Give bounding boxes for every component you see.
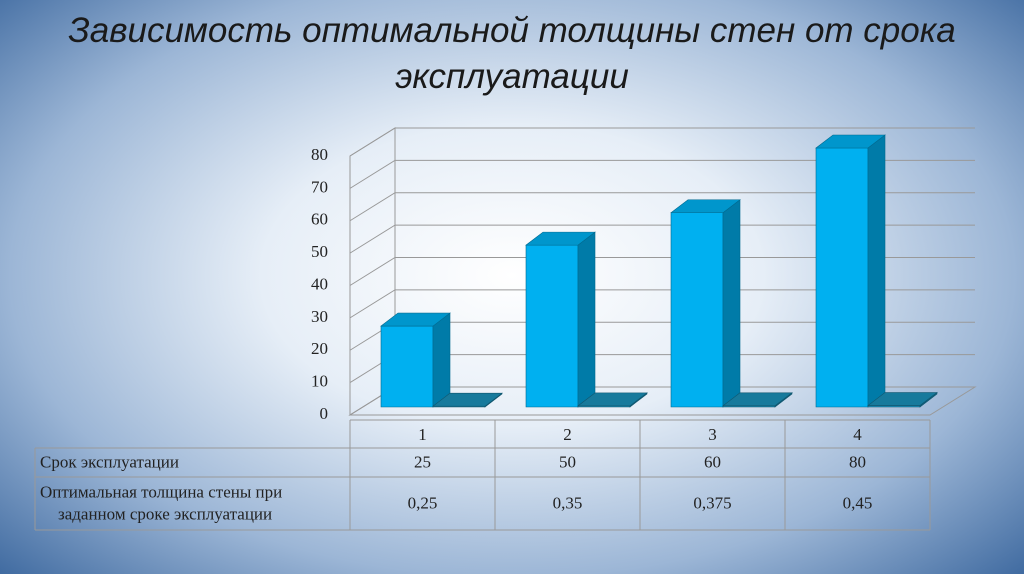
bar [815,134,886,408]
bar [432,392,503,408]
y-tick-label: 0 [320,404,329,423]
x-tick-label: 3 [708,425,717,444]
bar [867,391,938,408]
y-tick-label: 70 [311,177,328,196]
table-cell: 60 [704,452,721,471]
legend-entry: Оптимальная толщина стены при заданном ср… [40,482,282,523]
table-cell: 50 [559,452,576,471]
bar-top [577,392,648,407]
bar [525,231,596,408]
bar-top [722,392,793,407]
y-tick-label: 20 [311,339,328,358]
y-tick-label: 10 [311,372,328,391]
y-tick-label: 30 [311,307,328,326]
table-cell: 0,25 [408,493,438,512]
grid-line [349,192,975,222]
table-cell: 80 [849,452,866,471]
x-tick-label: 2 [563,425,572,444]
y-tick-label: 80 [311,145,328,164]
grid-line [349,289,975,319]
bar-side [867,134,886,408]
bar-top [815,134,886,149]
grid-line [349,224,975,254]
bar-top [670,199,741,214]
y-tick-label: 40 [311,274,328,293]
bar-top [525,231,596,246]
grid-line [349,127,975,157]
bar [670,199,741,408]
bar-side [577,231,596,408]
bar-front [525,244,579,408]
x-tick-label: 4 [853,425,862,444]
bar-front [380,325,434,408]
bar-top [380,312,451,327]
legend-entry: Срок эксплуатации [40,452,179,471]
table-cell: 0,35 [553,493,583,512]
table-cell: 25 [414,452,431,471]
table-cell: 0,45 [843,493,873,512]
x-tick-label: 1 [418,425,427,444]
chart-title: Зависимость оптимальной толщины стен от … [68,11,956,96]
y-tick-label: 60 [311,210,328,229]
bar-side [722,199,741,408]
grid-line [349,159,975,189]
y-tick-label: 50 [311,242,328,261]
bar-side [432,312,451,408]
bar [577,392,648,408]
bar [380,312,451,408]
bar-top [432,392,503,407]
bar-front [815,147,869,408]
grid-line [349,257,975,286]
bar [722,392,793,408]
bar-top [867,392,938,406]
bar-front [670,212,724,408]
table-cell: 0,375 [693,493,731,512]
